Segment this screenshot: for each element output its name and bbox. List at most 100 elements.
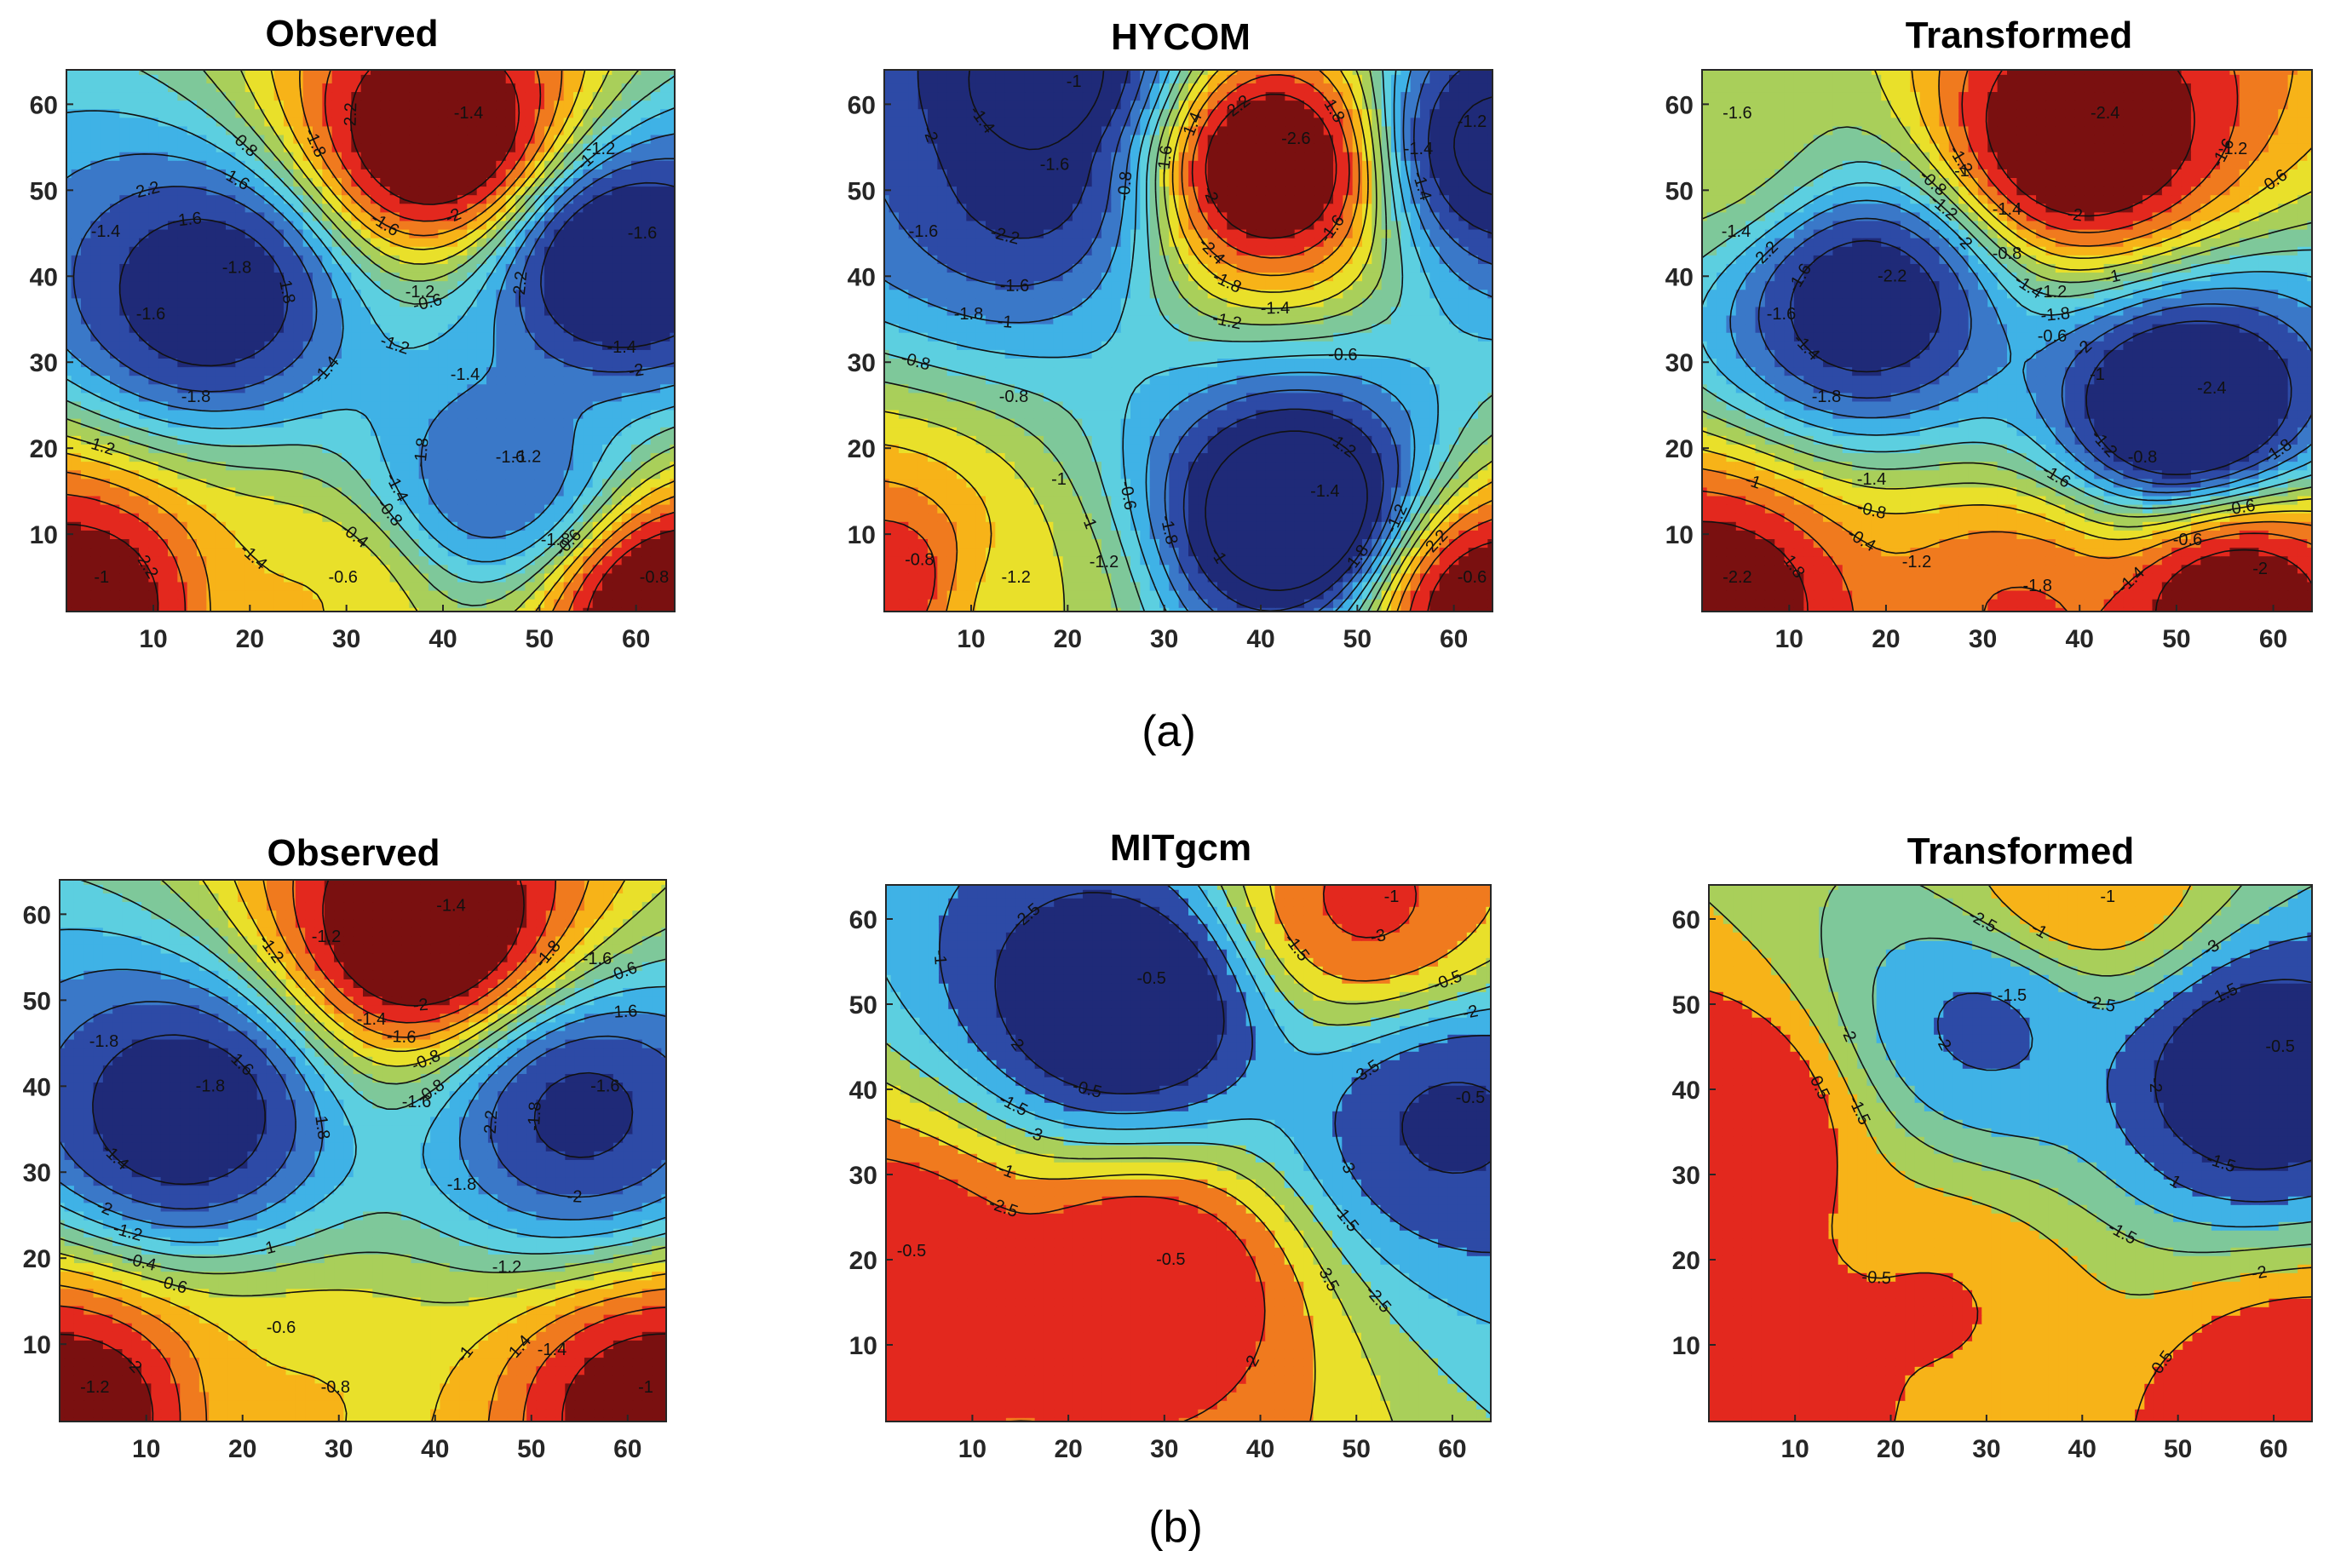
contour-label: -2 (2251, 1263, 2269, 1284)
contour-line (1702, 161, 2312, 509)
contour-label: -0.5 (897, 1242, 926, 1261)
contour-label: -1.6 (387, 1027, 417, 1047)
contour-label: -1.6 (909, 222, 938, 241)
contour-label: -2.4 (2091, 104, 2119, 123)
y-tick-label: 40 (849, 1077, 877, 1105)
contour-label: -1.6 (628, 224, 657, 243)
axes-box (66, 69, 676, 612)
contour-line (66, 70, 675, 612)
contour-line (60, 880, 666, 1422)
x-tick-label: 10 (1775, 625, 1803, 653)
contour-fill (60, 880, 666, 1422)
contour-line (92, 1034, 634, 1186)
contour-label: -1.4 (451, 365, 480, 384)
contour-line (1702, 70, 2312, 612)
contour-line (60, 1001, 666, 1210)
contour-label: -1.8 (222, 259, 251, 278)
x-tick-label: 40 (428, 625, 457, 653)
y-tick-label: 30 (848, 349, 876, 377)
contour-label: -0.8 (1993, 244, 2022, 263)
contour-line (884, 74, 1492, 612)
contour-label: -1 (638, 1378, 653, 1397)
y-tick-label: 10 (1665, 521, 1694, 549)
axes-box (883, 69, 1493, 612)
y-tick-label: 20 (1665, 435, 1694, 463)
contour-label: -1.4 (1261, 299, 1291, 319)
contour-label: -2.2 (1878, 267, 1907, 286)
axes-box (885, 884, 1492, 1422)
contour-line (1709, 990, 2312, 1422)
contour-label: -1.8 (310, 1109, 333, 1140)
y-tick-label: 50 (23, 987, 51, 1015)
y-tick-label: 10 (1672, 1332, 1700, 1360)
contour-line (884, 70, 1492, 612)
contour-label: -1.4 (1857, 470, 1886, 489)
y-tick-label: 10 (23, 1331, 51, 1359)
x-tick-label: 60 (2259, 1435, 2287, 1463)
contour-label: -1.8 (525, 1101, 545, 1132)
contour-label: -1.4 (357, 1010, 386, 1029)
contour-label: -0.8 (321, 1378, 350, 1397)
y-tick-label: 50 (849, 991, 877, 1019)
contour-label: -1.8 (1812, 388, 1841, 406)
panel-title: HYCOM (1111, 16, 1251, 58)
contour-label: -1.8 (541, 531, 570, 549)
y-tick-label: 60 (1665, 91, 1694, 119)
contour-label: -1.2 (492, 1258, 521, 1277)
contour-line (1702, 70, 2312, 560)
x-tick-label: 30 (325, 1435, 353, 1463)
y-tick-label: 50 (30, 177, 58, 205)
y-tick-label: 50 (1665, 177, 1694, 205)
x-tick-label: 30 (1150, 625, 1178, 653)
x-tick-label: 40 (2066, 625, 2094, 653)
contour-panel-transformed-b: -1.5-2-1.5-1-2-2.5-3-1.5-2-2.5-2-1.5-1-0… (1672, 830, 2313, 1463)
contour-line (1820, 885, 2312, 1254)
y-tick-label: 20 (1672, 1247, 1700, 1275)
contour-label: -0.8 (905, 551, 934, 570)
x-tick-label: 30 (332, 625, 360, 653)
contour-line (1709, 885, 2312, 1296)
contour-label: -0.5 (1136, 969, 1165, 988)
contour-line (66, 70, 675, 612)
contour-line (60, 880, 666, 1275)
contour-lines (1702, 70, 2312, 612)
contour-line (884, 70, 1492, 612)
contour-label: -1.4 (436, 897, 465, 916)
contour-line (1702, 70, 2312, 612)
contour-label: -1.2 (80, 1378, 109, 1397)
contour-label: -1 (1067, 72, 1082, 91)
contour-line (1702, 70, 2312, 528)
contour-panel-observed-a: -1.4 -1.8 -1.6 -2 -2.2 -2.2 -1.8 -1.4 -1.6 -1.4 -1… (30, 13, 676, 653)
x-tick-label: 20 (228, 1435, 256, 1463)
contour-line (884, 70, 1492, 612)
contour-line (66, 70, 675, 583)
contour-label: -2 (2146, 1077, 2165, 1093)
contour-label: -1 (997, 313, 1013, 332)
axes-box (1708, 884, 2313, 1422)
contour-label: -1.2 (1458, 112, 1487, 131)
y-tick-label: 10 (30, 521, 58, 549)
x-tick-label: 30 (1969, 625, 1997, 653)
y-tick-label: 60 (849, 906, 877, 934)
contour-label: -1 (1743, 470, 1763, 493)
y-tick-label: 60 (30, 91, 58, 119)
y-tick-label: 40 (1665, 263, 1694, 291)
contour-line (118, 181, 675, 367)
contour-label: -3 (1025, 1123, 1044, 1146)
contour-label: -2 (566, 1187, 582, 1207)
contour-label: -1.8 (411, 437, 433, 468)
contour-label: -1.6 (590, 1077, 619, 1096)
contour-label: -1.6 (1722, 104, 1751, 123)
contour-label: -0.8 (640, 568, 669, 587)
contour-line (968, 70, 1492, 591)
contour-line (60, 880, 666, 1258)
contour-line (60, 968, 666, 1228)
contour-label: -2.2 (341, 102, 360, 132)
y-tick-label: 50 (1672, 991, 1700, 1019)
contour-label: -0.8 (999, 388, 1028, 406)
contour-label: -1 (1051, 470, 1067, 489)
contour-label: -2 (2252, 560, 2268, 578)
contour-lines (884, 70, 1492, 612)
contour-line (1789, 239, 2292, 475)
